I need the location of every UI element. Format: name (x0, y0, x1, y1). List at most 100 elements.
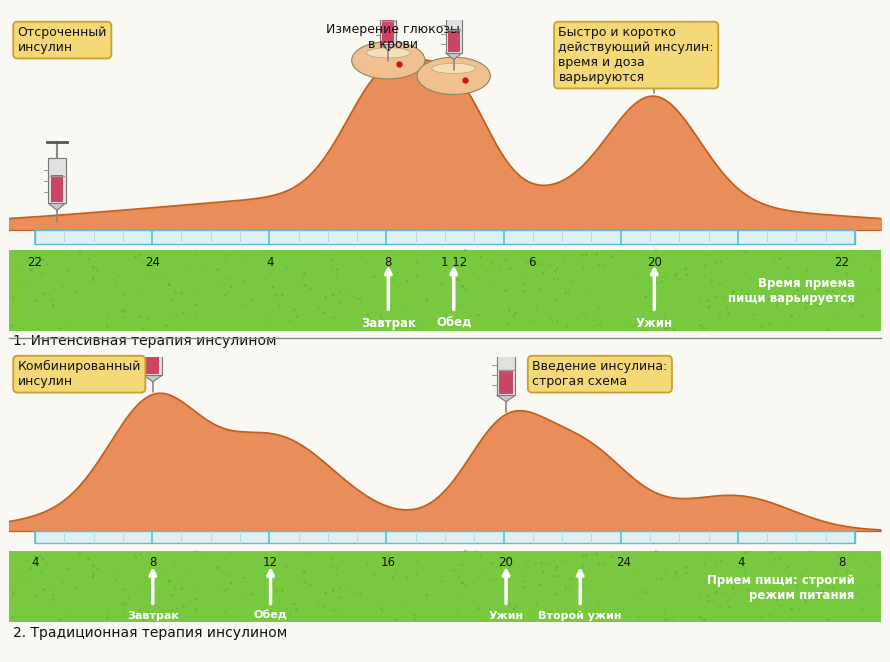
Point (693, 295, 708, 305)
Point (768, 255, 782, 265)
Point (36, 553, 50, 564)
Point (547, 274, 562, 285)
Point (25, 603, 39, 614)
Point (635, 616, 649, 626)
Point (46, 300, 61, 310)
Point (166, 590, 180, 600)
Point (222, 273, 237, 283)
Point (826, 582, 840, 592)
Point (829, 267, 843, 277)
Point (693, 320, 708, 331)
Text: Введение инсулина:
строгая схема: Введение инсулина: строгая схема (532, 360, 668, 388)
Point (40, 558, 54, 569)
Point (702, 595, 716, 606)
Text: Прием пищи: строгий
режим питания: Прием пищи: строгий режим питания (707, 574, 855, 602)
Point (53, 614, 68, 625)
Point (587, 314, 602, 325)
Point (159, 612, 174, 623)
Point (728, 587, 742, 598)
Point (770, 594, 784, 605)
Point (502, 598, 516, 609)
Point (142, 268, 157, 279)
Point (279, 562, 294, 573)
Text: Измерение глюкозы
в крови: Измерение глюкозы в крови (326, 23, 459, 51)
Point (832, 250, 846, 261)
Point (245, 295, 259, 305)
Point (472, 603, 486, 614)
Point (831, 260, 845, 271)
Point (678, 264, 692, 275)
Point (25, 310, 39, 320)
Point (579, 291, 594, 301)
Point (556, 555, 570, 566)
Point (535, 558, 549, 569)
Point (58, 316, 72, 327)
Point (659, 269, 673, 280)
Point (374, 603, 388, 614)
Point (175, 288, 190, 299)
Point (739, 247, 753, 258)
Point (163, 279, 177, 290)
Point (455, 261, 469, 271)
Point (864, 264, 878, 275)
Point (622, 322, 636, 332)
Point (451, 316, 465, 326)
Point (548, 266, 562, 277)
Point (784, 310, 798, 321)
FancyBboxPatch shape (9, 250, 881, 331)
Point (101, 311, 115, 322)
Point (792, 604, 806, 614)
Point (592, 260, 606, 270)
FancyBboxPatch shape (51, 175, 63, 202)
Point (762, 294, 776, 305)
Point (168, 287, 182, 298)
Point (560, 321, 574, 332)
Point (790, 581, 805, 591)
Point (312, 597, 326, 608)
Point (386, 572, 400, 583)
Point (545, 314, 559, 325)
Point (263, 316, 278, 327)
Text: Отсроченный
инсулин: Отсроченный инсулин (18, 26, 107, 54)
Point (725, 583, 740, 594)
Point (56, 577, 70, 588)
Point (263, 609, 278, 620)
Point (165, 606, 179, 616)
Point (189, 594, 203, 604)
Point (386, 275, 400, 285)
Text: Ужин: Ужин (635, 316, 673, 330)
Point (334, 298, 348, 308)
Point (435, 576, 449, 587)
Point (275, 290, 289, 301)
Point (846, 255, 860, 265)
Point (330, 607, 344, 618)
Point (662, 323, 676, 334)
Point (211, 264, 225, 275)
Point (503, 562, 517, 573)
Point (523, 316, 538, 326)
Point (709, 292, 724, 303)
Point (73, 548, 87, 559)
Text: 1. Интенсивная терапия инсулином: 1. Интенсивная терапия инсулином (13, 334, 277, 348)
Point (728, 292, 742, 303)
Point (638, 292, 652, 303)
Point (593, 320, 607, 330)
Point (14, 577, 28, 588)
Point (708, 258, 723, 269)
Point (701, 302, 716, 312)
Point (147, 270, 161, 281)
Point (376, 269, 391, 279)
Point (289, 312, 303, 322)
Point (469, 546, 483, 557)
Point (473, 551, 488, 562)
Point (533, 579, 547, 590)
Text: Обед: Обед (254, 610, 287, 621)
Point (497, 304, 511, 314)
Point (376, 606, 390, 616)
Text: Второй ужин: Второй ужин (538, 610, 622, 621)
Point (627, 271, 642, 281)
Point (20, 279, 34, 289)
Point (846, 555, 860, 565)
Text: 22: 22 (834, 256, 849, 269)
Point (346, 292, 360, 303)
